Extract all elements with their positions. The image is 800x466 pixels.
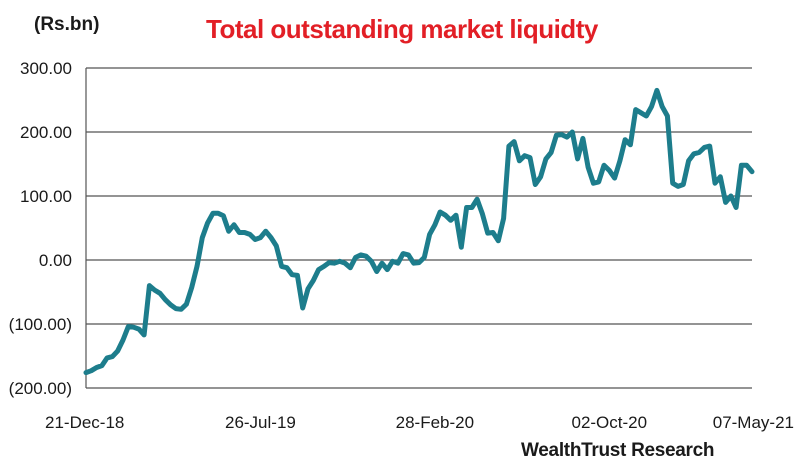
chart-title: Total outstanding market liquidty [206, 14, 598, 44]
y-tick-label: 100.00 [20, 187, 72, 206]
y-axis-ticks: 300.00 200.00 100.00 0.00 (100.00) (200.00) [9, 59, 72, 398]
x-tick-label: 26-Jul-19 [225, 413, 296, 432]
y-tick-label: 200.00 [20, 123, 72, 142]
y-tick-label: (200.00) [9, 379, 72, 398]
y-tick-label: 300.00 [20, 59, 72, 78]
x-tick-label: 02-Oct-20 [571, 413, 647, 432]
x-tick-label: 07-May-21 [713, 413, 794, 432]
gridlines [85, 67, 752, 389]
y-tick-label: 0.00 [39, 251, 72, 270]
x-tick-label: 28-Feb-20 [396, 413, 474, 432]
x-axis-ticks: 21-Dec-18 26-Jul-19 28-Feb-20 02-Oct-20 07-M… [45, 413, 794, 432]
series-line [83, 87, 755, 376]
x-tick-label: 21-Dec-18 [45, 413, 124, 432]
series-layer [83, 87, 755, 376]
source-credit: WealthTrust Research [521, 440, 715, 461]
y-unit-label: (Rs.bn) [34, 14, 100, 35]
y-tick-label: (100.00) [9, 315, 72, 334]
